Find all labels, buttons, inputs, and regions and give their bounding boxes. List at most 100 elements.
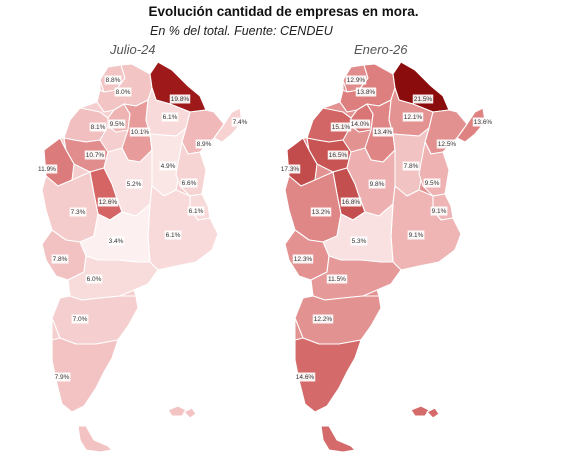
value-label-bg xyxy=(350,236,368,246)
value-label-chaco: 6.1% xyxy=(163,114,178,121)
value-label-santiago: 10.1% xyxy=(131,129,150,136)
value-label-formosa: 21.5% xyxy=(414,96,433,103)
map-label-right: Enero-26 xyxy=(354,42,408,57)
province-tdf xyxy=(320,425,356,453)
value-label-bg xyxy=(402,112,424,122)
value-label-mendoza: 7.3% xyxy=(71,209,86,216)
value-label-caba: 6.1% xyxy=(189,208,204,215)
value-label-bg xyxy=(407,230,425,240)
value-label-bg xyxy=(326,274,348,284)
value-label-bg xyxy=(107,236,125,246)
value-label-cordoba: 9.8% xyxy=(370,181,385,188)
value-label-bg xyxy=(164,230,182,240)
value-label-rionegro: 6.0% xyxy=(87,276,102,283)
value-label-bg xyxy=(85,274,103,284)
value-label-bg xyxy=(330,122,352,132)
map-julio-24: 8.8% 8.0% 19.8% 7.4% 9.5% 8.1% 10.1% 6.1% 8.9% 10… xyxy=(36,61,249,453)
value-label-bg xyxy=(472,117,494,127)
value-label-sanluis: 16.8% xyxy=(342,199,361,206)
value-label-buenosaires: 6.1% xyxy=(166,232,181,239)
province-santacruz xyxy=(51,337,119,413)
value-label-bg xyxy=(187,206,205,216)
value-label-entrerios: 9.5% xyxy=(425,180,440,187)
value-label-santacruz: 7.9% xyxy=(55,374,70,381)
value-label-bg xyxy=(71,314,89,324)
value-label-catamarca: 8.1% xyxy=(91,124,106,131)
value-label-santiago: 13.4% xyxy=(374,129,393,136)
value-label-misiones: 7.4% xyxy=(233,119,248,126)
value-label-bg xyxy=(84,150,106,160)
value-label-bg xyxy=(294,372,316,382)
value-label-neuquen: 12.3% xyxy=(294,256,313,263)
province-chubut xyxy=(294,295,382,345)
province-chubut xyxy=(51,295,139,345)
value-label-bg xyxy=(114,87,132,97)
value-label-bg xyxy=(231,117,249,127)
value-label-chaco: 12.1% xyxy=(404,114,423,121)
value-label-bg xyxy=(349,119,371,129)
value-label-bg xyxy=(402,161,420,171)
chart-title: Evolución cantidad de empresas en mora. xyxy=(148,4,419,19)
value-label-bg xyxy=(53,372,71,382)
value-label-bg xyxy=(104,75,122,85)
value-label-bg xyxy=(125,179,143,189)
value-label-bg xyxy=(412,94,434,104)
value-label-bg xyxy=(327,150,349,160)
value-label-jujuy: 12.9% xyxy=(347,77,366,84)
province-misiones xyxy=(213,107,243,143)
island-1 xyxy=(426,407,440,419)
value-label-bg xyxy=(169,94,191,104)
value-label-caba: 9.1% xyxy=(432,208,447,215)
value-label-chubut: 12.2% xyxy=(314,316,333,323)
value-label-buenosaires: 9.1% xyxy=(409,232,424,239)
island-0 xyxy=(410,405,430,417)
value-label-bg xyxy=(430,206,448,216)
value-label-bg xyxy=(180,178,198,188)
value-label-bg xyxy=(108,119,126,129)
value-label-bg xyxy=(89,122,107,132)
value-label-santafe: 7.8% xyxy=(404,163,419,170)
chart-subtitle: En % del total. Fuente: CENDEU xyxy=(150,24,333,38)
value-label-misiones: 13.6% xyxy=(474,119,493,126)
value-label-corrientes: 12.5% xyxy=(438,141,457,148)
value-label-corrientes: 8.9% xyxy=(197,141,212,148)
island-1 xyxy=(183,407,197,419)
value-label-entrerios: 6.6% xyxy=(182,180,197,187)
value-label-bg xyxy=(423,178,441,188)
value-label-salta: 13.8% xyxy=(357,89,376,96)
province-misiones xyxy=(456,107,486,143)
value-label-bg xyxy=(195,139,213,149)
value-label-bg xyxy=(312,314,334,324)
value-label-bg xyxy=(279,164,301,174)
value-label-catamarca: 15.1% xyxy=(332,124,351,131)
value-label-sanluis: 12.6% xyxy=(99,199,118,206)
value-label-bg xyxy=(340,197,362,207)
value-label-chubut: 7.0% xyxy=(73,316,88,323)
province-santacruz xyxy=(294,337,362,413)
value-label-sanjuan: 17.3% xyxy=(281,166,300,173)
value-label-bg xyxy=(36,164,58,174)
value-label-bg xyxy=(436,139,458,149)
value-label-tucuman: 9.5% xyxy=(110,121,125,128)
value-label-santafe: 4.9% xyxy=(161,163,176,170)
value-label-formosa: 19.8% xyxy=(171,96,190,103)
value-label-sanjuan: 11.9% xyxy=(38,166,56,173)
value-label-bg xyxy=(69,207,87,217)
province-buenosaires xyxy=(147,185,219,271)
value-label-neuquen: 7.8% xyxy=(53,256,68,263)
map-enero-26: 12.9% 13.8% 21.5% 13.6% 14.0%15.1% 13.4% 12.1%… xyxy=(279,61,494,453)
value-label-bg xyxy=(161,112,179,122)
value-label-rionegro: 11.5% xyxy=(328,276,346,283)
province-tdf xyxy=(77,425,113,453)
value-label-bg xyxy=(368,179,386,189)
value-label-lapampa: 5.3% xyxy=(352,238,367,245)
value-label-mendoza: 13.2% xyxy=(312,209,331,216)
value-label-bg xyxy=(159,161,177,171)
value-label-bg xyxy=(345,75,367,85)
value-label-bg xyxy=(97,197,119,207)
province-buenosaires xyxy=(390,185,462,271)
value-label-larioja: 16.5% xyxy=(329,152,348,159)
value-label-cordoba: 5.2% xyxy=(127,181,142,188)
value-label-bg xyxy=(129,127,151,137)
